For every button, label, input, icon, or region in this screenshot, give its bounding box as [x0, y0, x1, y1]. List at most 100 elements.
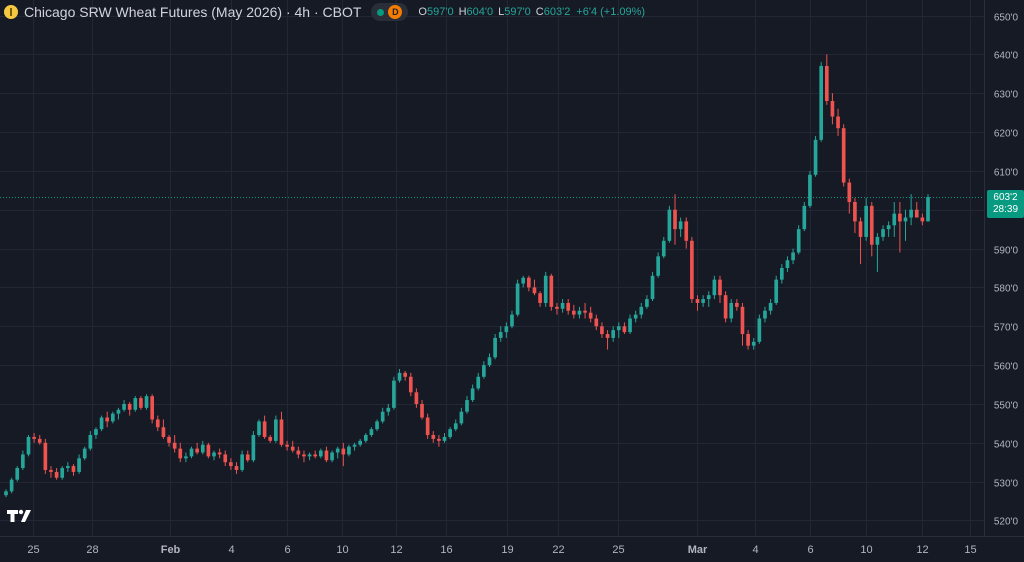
- y-tick-label: 630'0: [994, 90, 1019, 101]
- candle: [21, 450, 25, 470]
- candle: [386, 403, 391, 416]
- candle-body: [122, 403, 126, 410]
- candle: [200, 440, 205, 455]
- candle: [330, 450, 334, 463]
- candle: [217, 448, 222, 459]
- candle-body: [442, 436, 447, 441]
- candle-body: [341, 448, 346, 455]
- candle-body: [54, 471, 59, 478]
- candle-body: [71, 466, 76, 472]
- candle-body: [616, 326, 621, 331]
- candle: [245, 450, 250, 463]
- candle: [122, 400, 126, 412]
- candle-body: [290, 446, 295, 451]
- candle: [543, 271, 548, 307]
- candle: [735, 299, 739, 311]
- candle: [667, 205, 672, 243]
- x-tick-label: Feb: [161, 544, 181, 556]
- x-tick-label: 10: [860, 544, 872, 556]
- candle-body: [319, 450, 323, 457]
- y-tick-label: 580'0: [994, 284, 1019, 295]
- candle: [898, 201, 902, 253]
- candle-body: [729, 302, 734, 319]
- x-tick-label: 12: [390, 544, 402, 556]
- candle-body: [425, 417, 430, 436]
- candle-body: [712, 279, 717, 296]
- candle: [515, 279, 520, 317]
- candle: [4, 489, 8, 498]
- candle: [701, 295, 705, 307]
- candle-body: [279, 419, 284, 445]
- candle: [864, 198, 868, 241]
- candle: [808, 170, 812, 208]
- candle-body: [706, 295, 711, 300]
- candle-body: [639, 306, 644, 315]
- candle: [487, 353, 492, 368]
- candle-body: [37, 438, 42, 443]
- candle: [279, 411, 284, 447]
- close-label: C: [535, 6, 544, 18]
- candle: [408, 372, 413, 397]
- candle-body: [566, 302, 571, 311]
- candle: [729, 299, 734, 323]
- candle-body: [746, 334, 750, 346]
- tradingview-logo-icon[interactable]: [6, 508, 36, 524]
- x-tick-label: 25: [27, 544, 39, 556]
- candle-body: [380, 411, 385, 422]
- candle-body: [60, 468, 65, 478]
- candle: [133, 396, 138, 412]
- candle-body: [4, 491, 8, 496]
- y-tick-label: 610'0: [994, 168, 1019, 179]
- candle-body: [43, 442, 48, 470]
- candle-body: [588, 312, 593, 319]
- candle-body: [695, 299, 700, 303]
- low-label: L: [498, 6, 505, 18]
- candle: [555, 302, 559, 315]
- candle: [656, 252, 660, 278]
- candle-body: [521, 277, 526, 284]
- candle: [195, 442, 199, 455]
- candle: [639, 302, 644, 319]
- candle-body: [324, 450, 329, 461]
- market-status-dot-icon: [377, 8, 385, 16]
- x-tick-label: 4: [752, 544, 758, 556]
- candle-body: [369, 429, 374, 436]
- candle: [431, 431, 436, 443]
- y-tick-label: 570'0: [994, 323, 1019, 334]
- candle-body: [847, 182, 852, 202]
- x-tick-label: 15: [964, 544, 976, 556]
- candle: [302, 450, 306, 463]
- x-tick-label: 28: [86, 544, 98, 556]
- candle: [178, 442, 183, 463]
- candle-body: [824, 66, 829, 101]
- candle: [442, 433, 447, 443]
- candle-body: [375, 421, 379, 430]
- candle-body: [352, 444, 357, 447]
- candle-body: [543, 275, 548, 303]
- candle: [88, 431, 93, 451]
- y-tick-label: 590'0: [994, 246, 1019, 257]
- candle-body: [245, 454, 250, 461]
- candle-body: [99, 417, 104, 430]
- candle: [184, 452, 188, 463]
- candle: [560, 299, 565, 313]
- candle: [819, 62, 824, 142]
- candle-body: [200, 444, 205, 453]
- chart-header: Chicago SRW Wheat Futures (May 2026) · 4…: [4, 3, 645, 21]
- candle-body: [274, 419, 278, 441]
- symbol-title[interactable]: Chicago SRW Wheat Futures (May 2026) · 4…: [24, 4, 362, 20]
- candle-body: [482, 365, 486, 377]
- candle-body: [49, 469, 53, 472]
- candle: [611, 326, 615, 342]
- status-pill[interactable]: D: [371, 3, 409, 21]
- candle-body: [645, 299, 649, 307]
- candle-body: [571, 310, 576, 315]
- delayed-data-badge[interactable]: D: [388, 5, 403, 19]
- open-label: O: [418, 6, 427, 18]
- candle-body: [864, 205, 868, 237]
- candle-body: [403, 372, 407, 377]
- candle: [549, 273, 554, 311]
- candle: [571, 304, 576, 319]
